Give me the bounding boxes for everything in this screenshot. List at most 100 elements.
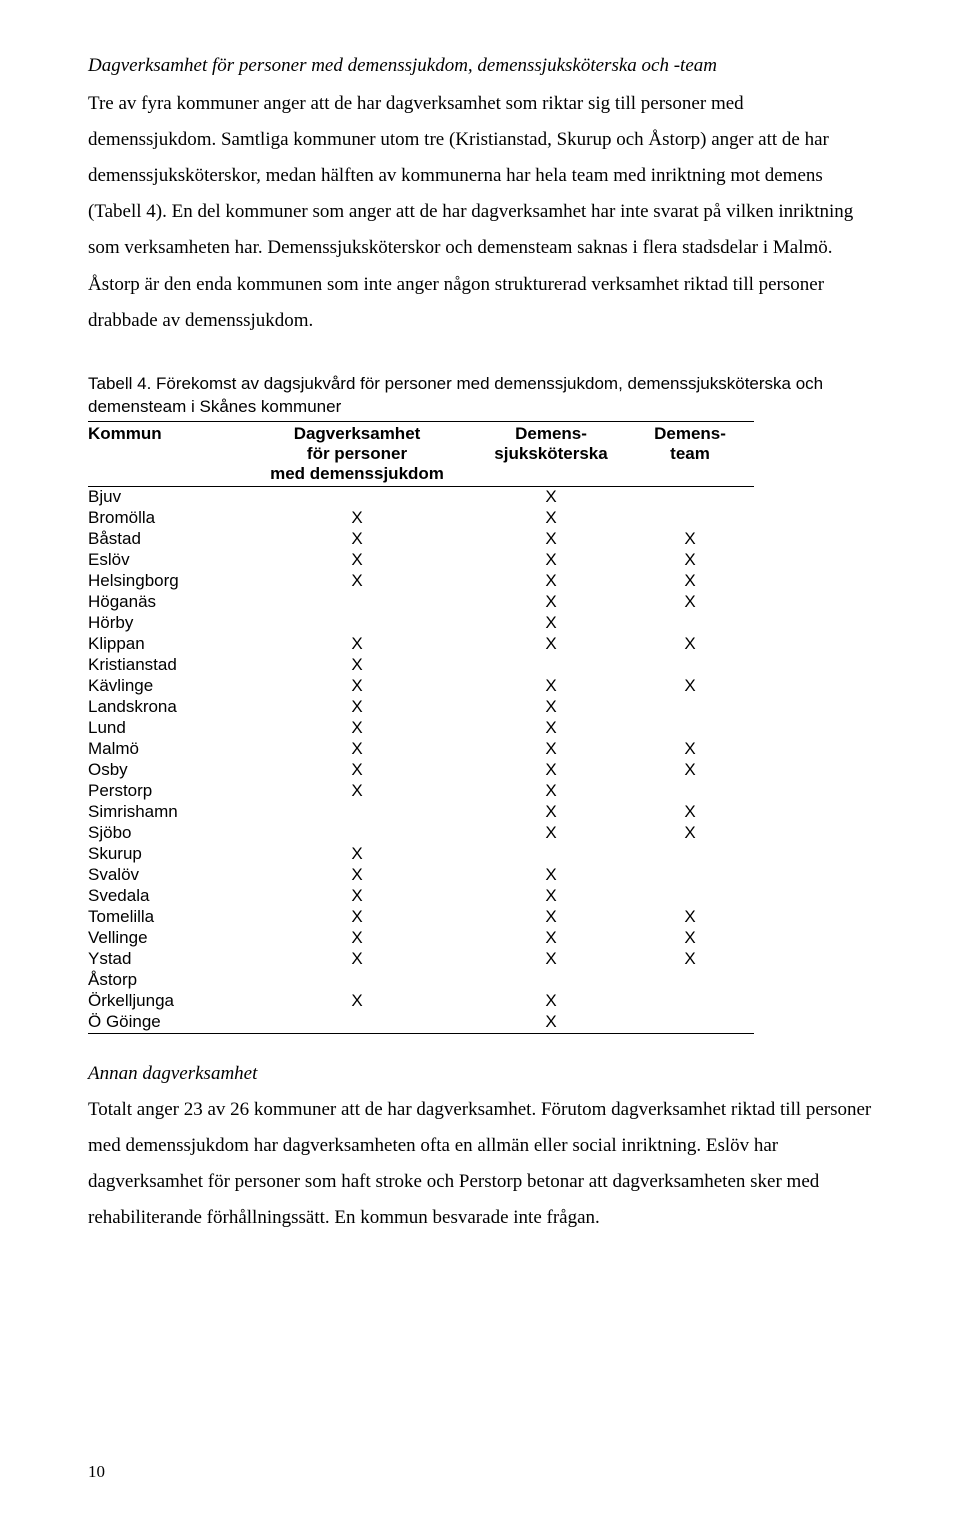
cell-dagverksamhet: X xyxy=(252,865,476,886)
cell-kommun: Bjuv xyxy=(88,486,252,508)
table-row: KristianstadX xyxy=(88,655,754,676)
th-a-l1: Dagverksamhet xyxy=(294,424,421,443)
cell-team: X xyxy=(640,949,754,970)
cell-kommun: Simrishamn xyxy=(88,802,252,823)
table-row: SkurupX xyxy=(88,844,754,865)
th-dagverksamhet: Dagverksamhet för personer med demenssju… xyxy=(252,421,476,486)
cell-dagverksamhet xyxy=(252,802,476,823)
cell-team: X xyxy=(640,760,754,781)
cell-dagverksamhet: X xyxy=(252,991,476,1012)
cell-dagverksamhet xyxy=(252,823,476,844)
table-row: VellingeXXX xyxy=(88,928,754,949)
cell-team: X xyxy=(640,571,754,592)
cell-kommun: Örkelljunga xyxy=(88,991,252,1012)
cell-dagverksamhet: X xyxy=(252,697,476,718)
th-b-l2: sjuksköterska xyxy=(494,444,607,463)
cell-team xyxy=(640,886,754,907)
table-row: EslövXXX xyxy=(88,550,754,571)
cell-kommun: Perstorp xyxy=(88,781,252,802)
cell-team: X xyxy=(640,529,754,550)
spacer xyxy=(88,345,872,373)
cell-sjukskoterska xyxy=(476,655,640,676)
cell-kommun: Svedala xyxy=(88,886,252,907)
cell-dagverksamhet: X xyxy=(252,781,476,802)
cell-dagverksamhet: X xyxy=(252,550,476,571)
th-team: Demens- team xyxy=(640,421,754,486)
table-row: TomelillaXXX xyxy=(88,907,754,928)
table-row: Åstorp xyxy=(88,970,754,991)
cell-team: X xyxy=(640,550,754,571)
cell-team: X xyxy=(640,928,754,949)
cell-team xyxy=(640,718,754,739)
table-row: SjöboXX xyxy=(88,823,754,844)
cell-dagverksamhet: X xyxy=(252,760,476,781)
th-a-l2: för personer xyxy=(307,444,407,463)
cell-sjukskoterska: X xyxy=(476,486,640,508)
cell-kommun: Skurup xyxy=(88,844,252,865)
th-c-l2: team xyxy=(670,444,710,463)
th-c-l1: Demens- xyxy=(654,424,726,443)
cell-kommun: Osby xyxy=(88,760,252,781)
table-row: HöganäsXX xyxy=(88,592,754,613)
cell-kommun: Ö Göinge xyxy=(88,1012,252,1034)
cell-sjukskoterska: X xyxy=(476,592,640,613)
cell-sjukskoterska: X xyxy=(476,886,640,907)
cell-kommun: Klippan xyxy=(88,634,252,655)
cell-team xyxy=(640,697,754,718)
th-b-l1: Demens- xyxy=(515,424,587,443)
cell-sjukskoterska xyxy=(476,844,640,865)
table-row: Simrishamn XX xyxy=(88,802,754,823)
table-row: KävlingeXXX xyxy=(88,676,754,697)
cell-dagverksamhet xyxy=(252,1012,476,1034)
cell-kommun: Eslöv xyxy=(88,550,252,571)
cell-dagverksamhet xyxy=(252,486,476,508)
page: Dagverksamhet för personer med demenssju… xyxy=(0,0,960,1516)
cell-dagverksamhet xyxy=(252,970,476,991)
cell-kommun: Svalöv xyxy=(88,865,252,886)
cell-kommun: Ystad xyxy=(88,949,252,970)
cell-team: X xyxy=(640,802,754,823)
cell-dagverksamhet: X xyxy=(252,508,476,529)
cell-kommun: Helsingborg xyxy=(88,571,252,592)
paragraph-2: Totalt anger 23 av 26 kommuner att de ha… xyxy=(88,1092,872,1236)
table-row: SvalövXX xyxy=(88,865,754,886)
table-row: ÖrkelljungaXX xyxy=(88,991,754,1012)
cell-sjukskoterska: X xyxy=(476,529,640,550)
cell-dagverksamhet: X xyxy=(252,739,476,760)
table-caption: Tabell 4. Förekomst av dagsjukvård för p… xyxy=(88,373,872,419)
cell-dagverksamhet: X xyxy=(252,907,476,928)
cell-sjukskoterska xyxy=(476,970,640,991)
cell-sjukskoterska: X xyxy=(476,739,640,760)
paragraph-1: Tre av fyra kommuner anger att de har da… xyxy=(88,86,872,339)
table-row: HelsingborgXXX xyxy=(88,571,754,592)
cell-dagverksamhet: X xyxy=(252,571,476,592)
th-sjukskoterska: Demens- sjuksköterska xyxy=(476,421,640,486)
cell-kommun: Kristianstad xyxy=(88,655,252,676)
cell-team xyxy=(640,1012,754,1034)
th-kommun: Kommun xyxy=(88,421,252,486)
cell-sjukskoterska: X xyxy=(476,508,640,529)
cell-team: X xyxy=(640,676,754,697)
cell-team: X xyxy=(640,634,754,655)
cell-sjukskoterska: X xyxy=(476,571,640,592)
cell-team xyxy=(640,655,754,676)
section-title-2: Annan dagverksamhet xyxy=(88,1056,872,1092)
cell-kommun: Åstorp xyxy=(88,970,252,991)
cell-team: X xyxy=(640,907,754,928)
cell-team xyxy=(640,991,754,1012)
cell-sjukskoterska: X xyxy=(476,823,640,844)
cell-sjukskoterska: X xyxy=(476,634,640,655)
cell-kommun: Hörby xyxy=(88,613,252,634)
table-row: BåstadXXX xyxy=(88,529,754,550)
table-row: SvedalaXX xyxy=(88,886,754,907)
table-body: BjuvXBromöllaXXBåstadXXXEslövXXXHelsingb… xyxy=(88,486,754,1033)
cell-team xyxy=(640,865,754,886)
table-row: PerstorpXX xyxy=(88,781,754,802)
cell-dagverksamhet xyxy=(252,613,476,634)
table-row: Bjuv X xyxy=(88,486,754,508)
cell-sjukskoterska: X xyxy=(476,802,640,823)
cell-sjukskoterska: X xyxy=(476,718,640,739)
cell-kommun: Lund xyxy=(88,718,252,739)
cell-dagverksamhet: X xyxy=(252,676,476,697)
cell-dagverksamhet: X xyxy=(252,718,476,739)
